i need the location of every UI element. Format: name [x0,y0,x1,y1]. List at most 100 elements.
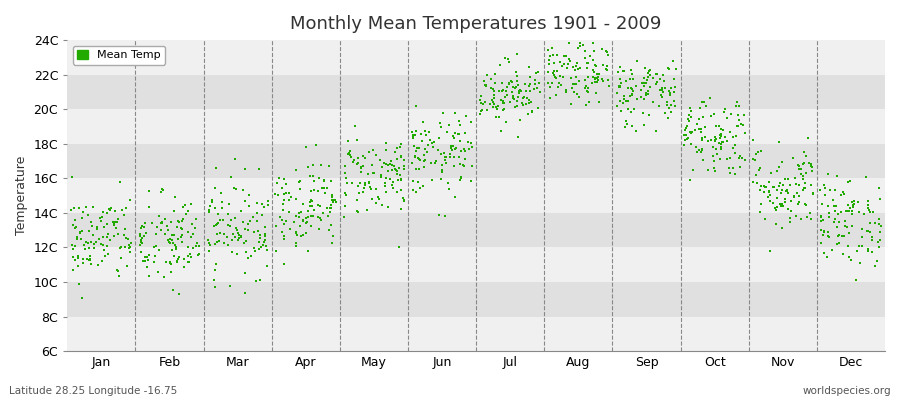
Point [180,229,194,236]
Point [284,226,298,232]
Point [590,79,605,86]
Point [312,225,327,232]
Point [749,172,763,178]
Point [658,110,672,116]
Point [862,220,877,226]
Point [302,213,316,220]
Point [107,232,122,239]
Point [272,175,286,182]
Point [222,201,237,207]
Point [412,144,427,151]
Point [163,240,177,246]
Point [806,168,820,174]
Point [140,264,154,270]
Point [683,176,698,183]
Point [708,168,723,175]
Point [496,100,510,106]
Point [677,132,691,139]
Point [531,105,545,111]
Point [599,67,614,73]
Point [164,261,178,267]
Point [506,95,520,102]
Point [770,204,784,210]
Point [248,278,263,284]
Point [717,134,732,140]
Point [600,52,615,59]
Point [829,203,843,210]
Point [777,203,791,210]
Point [211,221,225,227]
Point [625,90,639,97]
Point [804,161,818,168]
Point [683,105,698,111]
Point [277,176,292,183]
Point [366,170,381,176]
Point [636,80,651,86]
Point [427,139,441,146]
Point [379,160,393,167]
Point [75,295,89,302]
Point [390,144,404,151]
Point [238,226,252,232]
Point [554,82,568,88]
Point [225,249,239,256]
Point [712,123,726,130]
Point [96,224,111,230]
Point [134,238,148,245]
Point [228,234,242,240]
Point [192,243,206,249]
Point [487,94,501,101]
Point [425,176,439,183]
Point [588,78,602,85]
Point [413,185,428,191]
Point [644,72,658,78]
Point [347,157,362,164]
Point [116,232,130,238]
Point [822,210,836,216]
Point [79,204,94,210]
Point [220,221,235,228]
Point [428,160,443,166]
Point [716,138,730,145]
Point [794,166,808,173]
Point [551,84,565,90]
Point [616,68,630,74]
Point [282,209,296,216]
Point [567,89,581,95]
Point [828,208,842,214]
Point [691,126,706,132]
Point [287,218,302,225]
Point [716,126,730,133]
Point [499,88,513,94]
Point [653,76,668,82]
Point [274,184,289,191]
Point [509,78,524,84]
Point [516,95,530,101]
Point [71,253,86,260]
Point [397,198,411,204]
Point [111,216,125,222]
Point [723,155,737,161]
Point [338,174,353,181]
Point [495,80,509,86]
Point [369,186,383,192]
Point [383,176,398,182]
Point [114,244,129,250]
Point [385,182,400,188]
Bar [68,75,885,109]
Point [292,179,307,185]
Point [855,225,869,232]
Point [816,250,831,256]
Point [492,114,507,120]
Point [504,78,518,84]
Point [814,214,828,220]
Point [307,177,321,184]
Point [457,148,472,154]
Point [866,209,880,215]
Point [432,135,446,141]
Point [767,184,781,190]
Legend: Mean Temp: Mean Temp [73,46,166,65]
Point [591,74,606,80]
Point [209,260,223,267]
Point [155,220,169,227]
